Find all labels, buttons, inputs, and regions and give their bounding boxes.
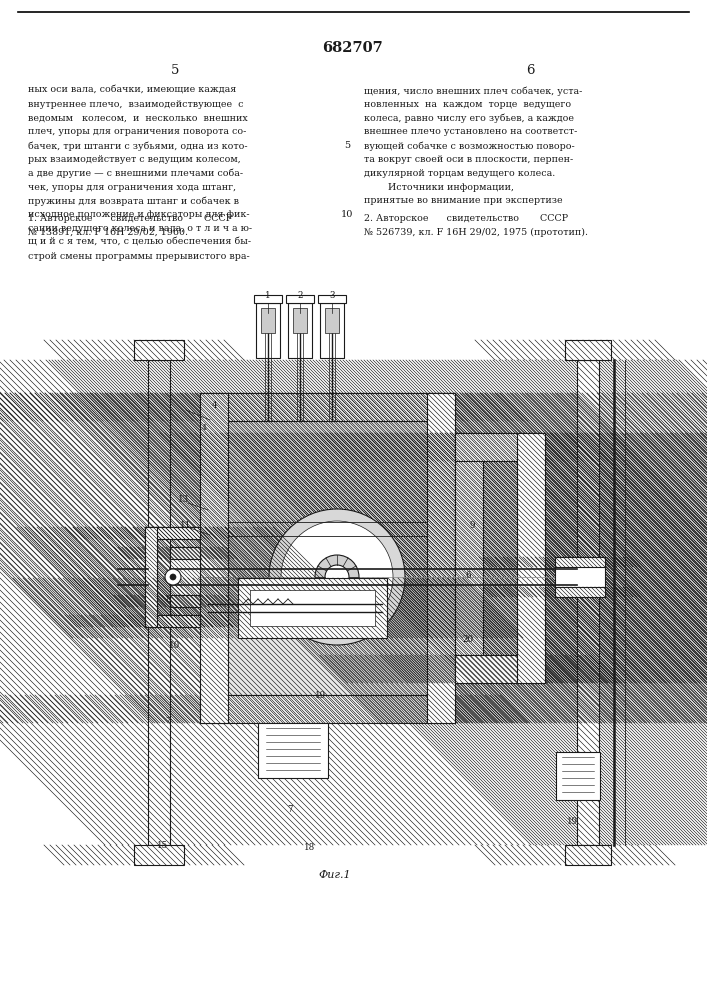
Text: вующей собачке с возможностью поворо-: вующей собачке с возможностью поворо- xyxy=(364,141,575,151)
Bar xyxy=(134,845,184,865)
Bar xyxy=(238,578,387,638)
Text: 15: 15 xyxy=(156,840,168,850)
Circle shape xyxy=(165,569,181,585)
Bar xyxy=(320,303,344,358)
Text: Источники информации,: Источники информации, xyxy=(364,183,514,192)
Bar xyxy=(200,393,455,421)
Bar xyxy=(170,595,200,607)
Text: 8: 8 xyxy=(165,595,171,604)
Text: 10: 10 xyxy=(341,210,354,219)
Text: бачек, три штанги с зубьями, одна из кото-: бачек, три штанги с зубьями, одна из кот… xyxy=(28,141,247,151)
Text: 3: 3 xyxy=(329,292,334,300)
Text: дикулярной торцам ведущего колеса.: дикулярной торцам ведущего колеса. xyxy=(364,169,555,178)
Text: 5: 5 xyxy=(344,141,350,150)
Text: 18: 18 xyxy=(305,844,315,852)
Bar xyxy=(170,547,200,559)
Text: 6: 6 xyxy=(465,570,471,580)
Bar xyxy=(148,360,170,845)
Text: 7: 7 xyxy=(287,806,293,814)
Bar xyxy=(286,295,314,303)
Text: 20: 20 xyxy=(462,636,474,645)
Bar xyxy=(145,527,200,539)
Text: 1. Авторское      свидетельство       СССР: 1. Авторское свидетельство СССР xyxy=(28,214,232,223)
Bar xyxy=(455,433,545,461)
Text: 682707: 682707 xyxy=(322,41,383,55)
Bar xyxy=(288,303,312,358)
Bar xyxy=(200,695,455,723)
Text: 13: 13 xyxy=(177,495,189,504)
Text: 4: 4 xyxy=(201,424,206,432)
Bar xyxy=(556,752,600,800)
Circle shape xyxy=(281,521,393,633)
Bar xyxy=(325,308,339,333)
Text: 9: 9 xyxy=(469,520,474,530)
Bar xyxy=(250,590,375,626)
Bar xyxy=(293,308,307,333)
Bar xyxy=(455,655,545,683)
Bar xyxy=(134,340,184,360)
Bar xyxy=(455,433,483,683)
Bar xyxy=(145,615,200,627)
Bar xyxy=(228,421,427,695)
Text: сации ведущего колеса и вала, о т л и ч а ю-: сации ведущего колеса и вала, о т л и ч … xyxy=(28,224,252,233)
Bar xyxy=(258,723,328,778)
Text: ных оси вала, собачки, имеющие каждая: ных оси вала, собачки, имеющие каждая xyxy=(28,86,236,95)
Bar xyxy=(145,615,200,627)
Text: пружины для возврата штанг и собачек в: пружины для возврата штанг и собачек в xyxy=(28,196,239,206)
Text: 1: 1 xyxy=(265,292,271,300)
Text: 7: 7 xyxy=(165,716,170,724)
Text: 19: 19 xyxy=(566,818,578,826)
Bar xyxy=(145,527,157,627)
Text: чек, упоры для ограничения хода штанг,: чек, упоры для ограничения хода штанг, xyxy=(28,183,236,192)
Text: 4: 4 xyxy=(212,400,218,410)
Text: 5: 5 xyxy=(171,64,179,77)
Bar xyxy=(577,360,599,845)
Text: № 13891, кл. F 16Н 29/02, 1960.: № 13891, кл. F 16Н 29/02, 1960. xyxy=(28,228,188,237)
Text: щения, число внешних плеч собачек, уста-: щения, число внешних плеч собачек, уста- xyxy=(364,86,583,96)
Text: 11: 11 xyxy=(180,520,192,530)
Text: колеса, равно числу его зубьев, а каждое: колеса, равно числу его зубьев, а каждое xyxy=(364,114,574,123)
Bar xyxy=(483,461,517,655)
Text: 10: 10 xyxy=(170,641,180,650)
Text: плеч, упоры для ограничения поворота со-: плеч, упоры для ограничения поворота со- xyxy=(28,127,246,136)
Bar xyxy=(555,557,605,597)
Bar xyxy=(555,557,605,567)
Text: 2. Авторское      свидетельство       СССР: 2. Авторское свидетельство СССР xyxy=(364,214,568,223)
Text: Фиг.1: Фиг.1 xyxy=(319,870,351,880)
Circle shape xyxy=(170,574,176,580)
Bar xyxy=(256,303,280,358)
Text: исходное положение и фиксаторы для фик-: исходное положение и фиксаторы для фик- xyxy=(28,210,250,219)
Bar xyxy=(517,433,545,683)
Bar xyxy=(427,393,455,723)
Bar xyxy=(565,340,611,360)
Text: 2: 2 xyxy=(297,292,303,300)
Text: строй смены программы прерывистого вра-: строй смены программы прерывистого вра- xyxy=(28,252,250,261)
Text: 19: 19 xyxy=(315,690,325,700)
Bar xyxy=(170,547,200,607)
Bar xyxy=(200,393,228,723)
Circle shape xyxy=(315,555,359,599)
Text: новленных  на  каждом  торце  ведущего: новленных на каждом торце ведущего xyxy=(364,100,571,109)
Bar xyxy=(565,845,611,865)
Bar xyxy=(261,308,275,333)
Text: щ и й с я тем, что, с целью обеспечения бы-: щ и й с я тем, что, с целью обеспечения … xyxy=(28,238,251,247)
Bar xyxy=(555,587,605,597)
Circle shape xyxy=(325,565,349,589)
Bar xyxy=(318,295,346,303)
Bar xyxy=(254,295,282,303)
Text: 6: 6 xyxy=(526,64,534,77)
Circle shape xyxy=(269,509,405,645)
Bar xyxy=(145,527,200,539)
Text: № 526739, кл. F 16Н 29/02, 1975 (прототип).: № 526739, кл. F 16Н 29/02, 1975 (прототи… xyxy=(364,228,588,237)
Text: внешнее плечо установлено на соответст-: внешнее плечо установлено на соответст- xyxy=(364,127,578,136)
Text: принятые во внимание при экспертизе: принятые во внимание при экспертизе xyxy=(364,196,563,205)
Text: рых взаимодействует с ведущим колесом,: рых взаимодействует с ведущим колесом, xyxy=(28,155,241,164)
Text: ведомым   колесом,  и  несколько  внешних: ведомым колесом, и несколько внешних xyxy=(28,114,247,123)
Bar xyxy=(145,527,157,627)
Text: а две другие — с внешними плечами соба-: а две другие — с внешними плечами соба- xyxy=(28,169,243,178)
Text: внутреннее плечо,  взаимодействующее  с: внутреннее плечо, взаимодействующее с xyxy=(28,100,243,109)
Text: та вокруг своей оси в плоскости, перпен-: та вокруг своей оси в плоскости, перпен- xyxy=(364,155,573,164)
